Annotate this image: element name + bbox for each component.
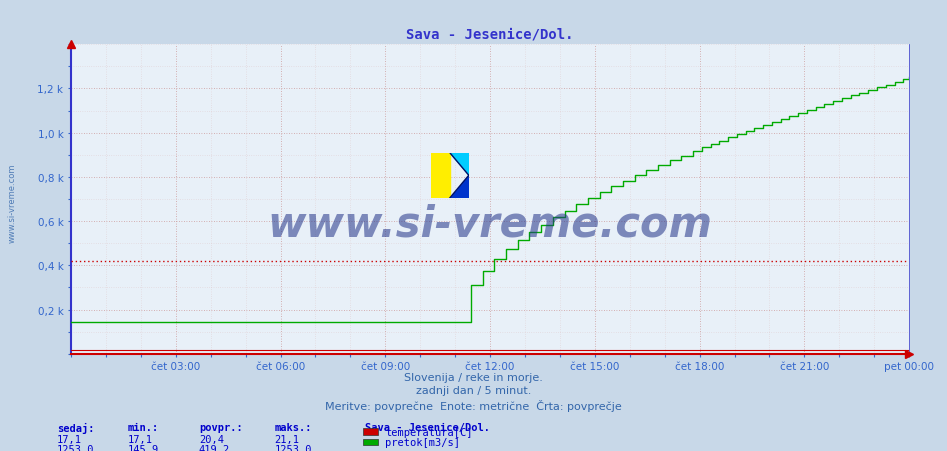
Polygon shape (450, 176, 469, 198)
Text: zadnji dan / 5 minut.: zadnji dan / 5 minut. (416, 386, 531, 396)
Text: pretok[m3/s]: pretok[m3/s] (385, 437, 460, 447)
Text: min.:: min.: (128, 422, 159, 432)
Text: Sava - Jesenice/Dol.: Sava - Jesenice/Dol. (365, 422, 490, 432)
Polygon shape (450, 153, 469, 176)
Text: www.si-vreme.com: www.si-vreme.com (268, 203, 712, 245)
Text: 21,1: 21,1 (275, 434, 299, 444)
Text: sedaj:: sedaj: (57, 422, 95, 433)
Bar (431, 153, 450, 198)
Title: Sava - Jesenice/Dol.: Sava - Jesenice/Dol. (406, 27, 574, 41)
Text: 145,9: 145,9 (128, 444, 159, 451)
Text: 1253,0: 1253,0 (57, 444, 95, 451)
Text: 1253,0: 1253,0 (275, 444, 313, 451)
Text: 17,1: 17,1 (57, 434, 81, 444)
Text: temperatura[C]: temperatura[C] (385, 427, 473, 437)
Text: maks.:: maks.: (275, 422, 313, 432)
Text: Meritve: povprečne  Enote: metrične  Črta: povprečje: Meritve: povprečne Enote: metrične Črta:… (325, 399, 622, 411)
Text: Slovenija / reke in morje.: Slovenija / reke in morje. (404, 372, 543, 382)
Text: 419,2: 419,2 (199, 444, 230, 451)
Text: www.si-vreme.com: www.si-vreme.com (8, 163, 17, 243)
Text: povpr.:: povpr.: (199, 422, 242, 432)
Text: 17,1: 17,1 (128, 434, 152, 444)
Text: 20,4: 20,4 (199, 434, 223, 444)
